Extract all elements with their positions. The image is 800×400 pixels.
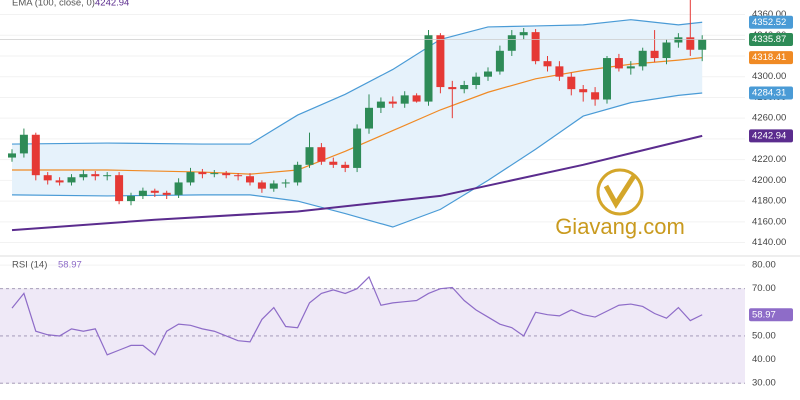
candle-body [19, 134, 28, 154]
candle-body [91, 174, 100, 177]
y-tick-label: 50.00 [752, 330, 776, 341]
candle-body [579, 89, 588, 93]
candle-body [460, 85, 469, 90]
line-series [11, 92, 703, 228]
candle-body [31, 134, 40, 176]
watermark-logo [596, 168, 644, 216]
candle-body [591, 92, 600, 100]
candle-body [436, 35, 445, 88]
candle-body [150, 190, 159, 193]
candle-body [281, 182, 290, 184]
candle-body [555, 66, 564, 77]
y-tick-label: 70.00 [752, 283, 776, 294]
candle-body [626, 66, 635, 69]
candle-body [567, 76, 576, 90]
candle-body [257, 182, 266, 189]
candle-body [222, 173, 231, 176]
candle-body [507, 35, 516, 51]
candle-body [138, 190, 147, 196]
candle-body [103, 175, 112, 177]
candle-body [317, 147, 326, 162]
ema-legend: EMA (100, close, 0) [12, 0, 95, 9]
candle-body [484, 71, 492, 77]
line-series [11, 19, 703, 145]
candle-body [198, 172, 207, 175]
rsi-title: RSI (14) [12, 260, 47, 271]
ema-legend-value: 4242.94 [95, 0, 129, 9]
candle-body [448, 87, 457, 90]
candle-body [8, 153, 16, 158]
candle-body [603, 58, 611, 100]
candle-body [162, 192, 171, 195]
y-tick-label: 80.00 [752, 260, 776, 271]
y-tick-label: 30.00 [752, 378, 776, 389]
price-label-box [749, 51, 793, 65]
y-tick-label: 4160.00 [752, 216, 786, 227]
y-tick-label: 4180.00 [752, 196, 786, 207]
candle-body [341, 164, 350, 168]
candle-body [305, 147, 314, 165]
candle-body [234, 175, 243, 177]
y-tick-label: 4360.00 [752, 9, 786, 20]
candle-body [638, 50, 647, 67]
y-tick-label: 4300.00 [752, 71, 786, 82]
price-label: 4242.94 [752, 130, 786, 141]
candle-body [293, 164, 302, 183]
price-label-box [749, 129, 793, 143]
candle-body [543, 61, 552, 67]
candle-body [186, 172, 195, 183]
candle-body [79, 174, 88, 178]
candle-body [686, 37, 695, 50]
candle-body [365, 107, 373, 129]
rsi-legend-value: 58.97 [58, 260, 82, 271]
y-tick-label: 4260.00 [752, 113, 786, 124]
candle-body [210, 173, 219, 175]
line-series [11, 134, 703, 232]
price-label: 4318.41 [752, 52, 786, 63]
candle-body [55, 180, 64, 183]
logo-ring [596, 168, 644, 216]
candle-body [650, 50, 659, 59]
candle-body [662, 42, 671, 59]
price-label-box [749, 15, 793, 29]
candle-body [698, 39, 707, 50]
candle-body [531, 32, 540, 62]
candle-body [400, 95, 409, 104]
y-tick-label: 4220.00 [752, 154, 786, 165]
candle-body [472, 76, 481, 85]
price-label: 58.97 [752, 309, 776, 320]
price-label: 4335.87 [752, 34, 786, 45]
candle-body [353, 128, 362, 168]
watermark: Giavang.com [555, 214, 685, 239]
y-tick-label: 40.00 [752, 354, 776, 365]
price-label-box [749, 308, 793, 322]
y-tick-label: 4140.00 [752, 237, 786, 248]
candle-body [127, 195, 135, 202]
logo-check [603, 174, 637, 209]
y-tick-label: 4200.00 [752, 175, 786, 186]
price-label: 4284.31 [752, 87, 786, 98]
candle-body [174, 182, 183, 195]
candle-body [424, 35, 433, 102]
candle-body [614, 58, 623, 69]
candle-body [246, 176, 254, 183]
candle-body [269, 183, 278, 189]
candle-body [388, 101, 397, 104]
candle-body [495, 50, 504, 72]
line-series [11, 275, 703, 356]
candle-body [115, 175, 124, 202]
candle-body [376, 101, 385, 108]
band-fill [12, 19, 703, 228]
candle-body [412, 95, 421, 102]
price-label-box [749, 33, 793, 47]
price-label-box [749, 86, 793, 100]
candle-body [329, 161, 338, 165]
candle-body [519, 32, 528, 36]
candle-body [43, 175, 52, 181]
candle-body [67, 177, 76, 183]
price-label: 4352.52 [752, 17, 786, 28]
